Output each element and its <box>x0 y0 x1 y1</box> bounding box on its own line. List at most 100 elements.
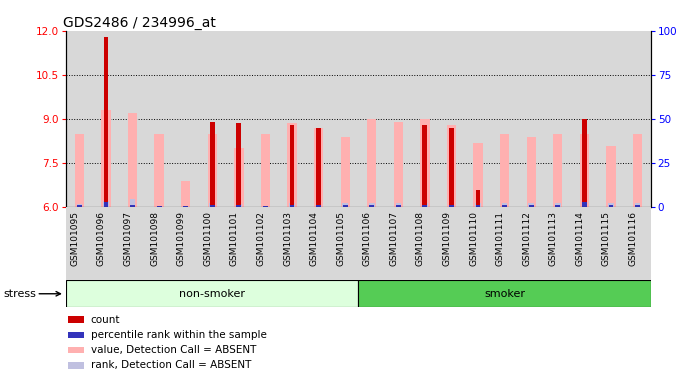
Bar <box>606 146 615 207</box>
Bar <box>236 204 242 207</box>
Bar <box>395 203 401 207</box>
Bar <box>502 203 507 207</box>
Bar <box>396 205 401 207</box>
Bar <box>582 202 587 207</box>
Bar <box>473 142 483 207</box>
Bar <box>526 137 536 207</box>
Text: GSM101110: GSM101110 <box>469 211 478 266</box>
Bar <box>500 134 509 207</box>
Bar <box>449 128 454 207</box>
Bar <box>129 199 135 207</box>
Text: GSM101103: GSM101103 <box>283 211 292 266</box>
Bar <box>367 119 377 207</box>
Text: GSM101096: GSM101096 <box>97 211 106 266</box>
Text: GSM101099: GSM101099 <box>177 211 186 266</box>
Bar <box>528 203 534 207</box>
Bar <box>555 203 560 207</box>
Text: GSM101116: GSM101116 <box>628 211 638 266</box>
Text: smoker: smoker <box>484 289 525 299</box>
Bar <box>74 134 84 207</box>
Bar <box>261 134 270 207</box>
Text: GSM101106: GSM101106 <box>363 211 372 266</box>
Bar <box>316 128 321 207</box>
Bar <box>104 36 109 207</box>
Text: GSM101107: GSM101107 <box>389 211 398 266</box>
Text: GSM101102: GSM101102 <box>256 211 265 266</box>
Bar <box>262 206 268 207</box>
Text: GSM101105: GSM101105 <box>336 211 345 266</box>
Bar <box>68 347 84 353</box>
Bar <box>580 134 589 207</box>
Text: non-smoker: non-smoker <box>180 289 245 299</box>
Bar <box>340 137 350 207</box>
Bar <box>582 119 587 207</box>
Bar <box>237 205 242 207</box>
Text: rank, Detection Call = ABSENT: rank, Detection Call = ABSENT <box>90 360 251 370</box>
Bar <box>130 205 135 207</box>
Bar <box>608 203 614 207</box>
Bar <box>422 125 427 207</box>
Bar <box>290 205 294 207</box>
Bar <box>358 280 651 307</box>
Text: GSM101104: GSM101104 <box>310 211 319 266</box>
Bar <box>77 204 82 207</box>
Bar <box>210 122 214 207</box>
Bar <box>103 202 109 207</box>
Bar <box>370 205 374 207</box>
Bar <box>104 202 109 207</box>
Text: GSM101114: GSM101114 <box>576 211 585 266</box>
Text: value, Detection Call = ABSENT: value, Detection Call = ABSENT <box>90 345 256 355</box>
Bar <box>633 134 642 207</box>
Text: GSM101111: GSM101111 <box>496 211 505 266</box>
Bar <box>394 122 403 207</box>
Text: GSM101113: GSM101113 <box>548 211 557 266</box>
Text: GSM101100: GSM101100 <box>203 211 212 266</box>
Bar <box>635 205 640 207</box>
Bar <box>102 110 111 207</box>
Bar <box>183 206 188 207</box>
Text: count: count <box>90 314 120 325</box>
Bar <box>290 125 294 207</box>
Bar <box>608 205 613 207</box>
Text: GSM101098: GSM101098 <box>150 211 159 266</box>
Bar <box>635 203 640 207</box>
Text: GSM101115: GSM101115 <box>602 211 611 266</box>
Text: GSM101108: GSM101108 <box>416 211 425 266</box>
Bar <box>263 206 268 207</box>
Bar <box>529 205 534 207</box>
Bar <box>207 134 217 207</box>
Bar <box>237 124 242 207</box>
Bar <box>68 332 84 338</box>
Bar <box>290 203 295 207</box>
Bar <box>210 205 214 207</box>
Bar <box>475 203 481 207</box>
Bar <box>422 203 427 207</box>
Text: percentile rank within the sample: percentile rank within the sample <box>90 330 267 340</box>
Bar <box>555 205 560 207</box>
Bar <box>475 205 480 207</box>
Bar <box>342 203 348 207</box>
Bar <box>314 128 323 207</box>
Bar <box>316 203 322 207</box>
Bar <box>582 199 587 207</box>
Bar <box>128 113 137 207</box>
Text: GDS2486 / 234996_at: GDS2486 / 234996_at <box>63 16 216 30</box>
Bar <box>503 205 507 207</box>
Bar <box>287 124 296 207</box>
Bar <box>420 119 429 207</box>
Bar <box>183 206 189 207</box>
Text: GSM101097: GSM101097 <box>124 211 132 266</box>
Bar <box>68 316 84 323</box>
Bar <box>449 205 454 207</box>
Bar <box>234 149 244 207</box>
Bar <box>553 134 562 207</box>
Bar <box>316 205 321 207</box>
Bar <box>77 205 82 207</box>
Bar <box>155 134 164 207</box>
Bar <box>449 203 454 207</box>
Text: GSM101101: GSM101101 <box>230 211 239 266</box>
Bar <box>209 203 215 207</box>
Bar <box>342 205 347 207</box>
Text: GSM101095: GSM101095 <box>70 211 79 266</box>
Bar <box>475 190 480 207</box>
